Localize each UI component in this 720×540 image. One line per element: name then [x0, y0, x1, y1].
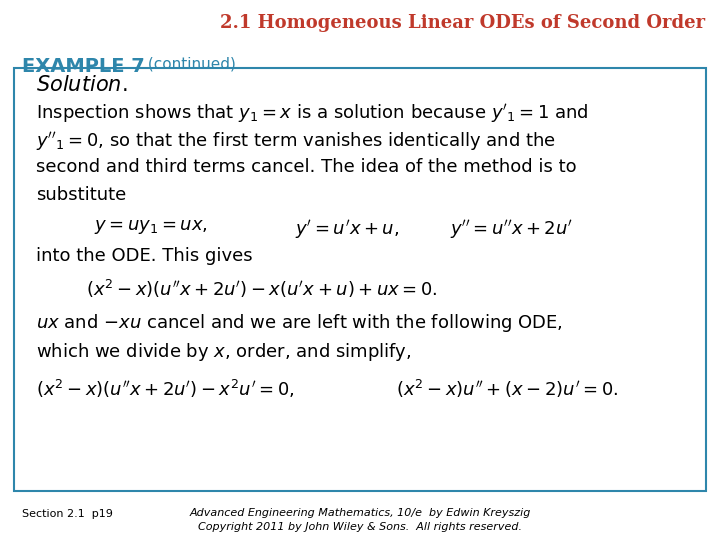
- Text: into the ODE. This gives: into the ODE. This gives: [36, 247, 253, 265]
- Text: Inspection shows that $y_1 = x$ is a solution because $y'_1 = 1$ and: Inspection shows that $y_1 = x$ is a sol…: [36, 102, 589, 125]
- Text: $y'' = u''x + 2u'$: $y'' = u''x + 2u'$: [450, 218, 573, 241]
- Text: EXAMPLE 7: EXAMPLE 7: [22, 57, 144, 76]
- Text: $y = uy_1 = ux,$: $y = uy_1 = ux,$: [94, 218, 207, 235]
- Text: which we divide by $x$, order, and simplify,: which we divide by $x$, order, and simpl…: [36, 341, 412, 363]
- Text: $y''_1 = 0$, so that the first term vanishes identically and the: $y''_1 = 0$, so that the first term vani…: [36, 130, 556, 153]
- Text: $\mathbf{\mathit{Solution.}}$: $\mathbf{\mathit{Solution.}}$: [36, 75, 127, 94]
- Text: $y' = u'x + u,$: $y' = u'x + u,$: [295, 218, 400, 241]
- Text: (continued): (continued): [143, 57, 235, 72]
- Text: $(x^2 - x)(u''x + 2u') - x^2u' = 0,$: $(x^2 - x)(u''x + 2u') - x^2u' = 0,$: [36, 378, 294, 400]
- Text: $(x^2 - x)u'' + (x - 2)u' = 0.$: $(x^2 - x)u'' + (x - 2)u' = 0.$: [396, 378, 618, 400]
- Text: 2.1 Homogeneous Linear ODEs of Second Order: 2.1 Homogeneous Linear ODEs of Second Or…: [220, 14, 706, 31]
- FancyBboxPatch shape: [14, 68, 706, 491]
- Text: Section 2.1  p19: Section 2.1 p19: [22, 509, 112, 519]
- Text: Advanced Engineering Mathematics, 10/e  by Edwin Kreyszig
Copyright 2011 by John: Advanced Engineering Mathematics, 10/e b…: [189, 508, 531, 531]
- Text: $ux$ and $-xu$ cancel and we are left with the following ODE,: $ux$ and $-xu$ cancel and we are left wi…: [36, 312, 563, 334]
- Text: second and third terms cancel. The idea of the method is to: second and third terms cancel. The idea …: [36, 158, 577, 176]
- Text: $(x^2 - x)(u''x + 2u') - x(u'x + u) + ux = 0.$: $(x^2 - x)(u''x + 2u') - x(u'x + u) + ux…: [86, 278, 438, 300]
- Text: substitute: substitute: [36, 186, 126, 204]
